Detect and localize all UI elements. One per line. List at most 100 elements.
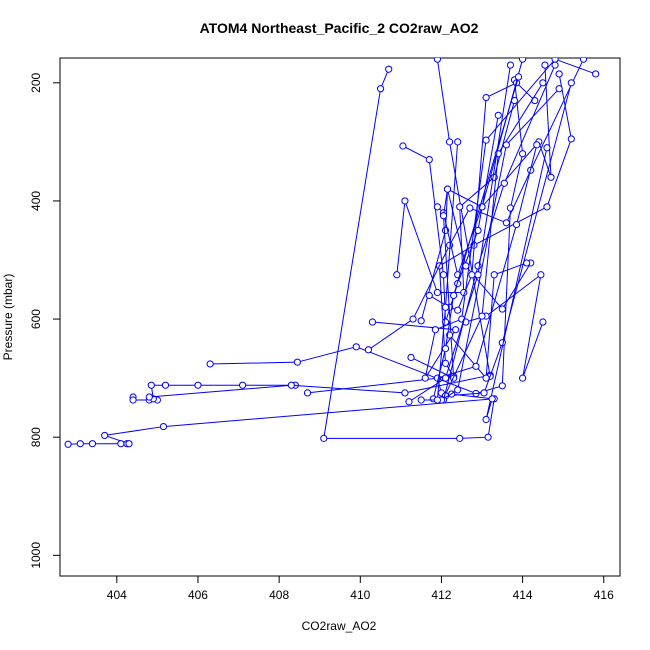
data-point: [441, 374, 450, 382]
data-point: [421, 374, 429, 382]
x-tick-label: 410: [350, 588, 370, 602]
series-line: [68, 69, 495, 445]
data-point: [433, 58, 441, 63]
series-line: [451, 147, 548, 420]
data-point: [478, 312, 486, 320]
data-point: [543, 144, 551, 152]
data-point: [579, 58, 588, 63]
series-line: [442, 64, 556, 401]
data-point: [145, 393, 153, 401]
data-point: [474, 271, 482, 279]
data-point: [125, 440, 133, 448]
data-point: [433, 396, 441, 404]
data-point: [101, 431, 109, 440]
data-point: [468, 271, 476, 279]
data-point: [376, 85, 385, 93]
x-axis-label: CO2raw_AO2: [302, 619, 377, 633]
data-point: [385, 65, 393, 73]
series-line: [443, 82, 544, 400]
data-point: [76, 440, 84, 448]
x-tick-label: 412: [431, 588, 451, 602]
data-point: [368, 318, 377, 326]
chart-title: ATOM4 Northeast_Pacific_2 CO2raw_AO2: [200, 20, 479, 36]
data-point: [320, 434, 328, 442]
series-line: [445, 82, 572, 397]
data-point: [466, 204, 474, 212]
series-line: [441, 88, 560, 401]
data-point: [482, 136, 490, 144]
data-point: [454, 138, 462, 146]
data-point: [425, 291, 433, 300]
data-point: [443, 185, 452, 193]
series-line: [449, 262, 527, 380]
data-point: [539, 318, 547, 326]
data-point: [490, 271, 498, 279]
data-point: [498, 305, 506, 313]
data-point: [519, 58, 527, 63]
plot-area-frame: [59, 57, 621, 577]
data-point: [206, 360, 214, 368]
data-point: [425, 155, 433, 164]
x-axis: 404 406 408 410 412 414 416: [107, 576, 614, 602]
data-point: [117, 440, 125, 448]
data-point: [159, 422, 168, 431]
data-point: [303, 389, 312, 397]
series-line: [368, 58, 584, 351]
data-point: [547, 173, 555, 181]
data-point: [352, 343, 360, 351]
data-point: [506, 61, 515, 69]
data-point: [519, 374, 527, 382]
data-point: [454, 386, 462, 394]
data-point: [551, 61, 559, 69]
data-point: [543, 203, 551, 211]
series-layer: [64, 58, 600, 448]
data-point: [417, 396, 425, 404]
data-point: [555, 70, 563, 78]
data-point: [293, 358, 301, 366]
y-tick-label: 1000: [29, 542, 43, 569]
y-tick-label: 400: [29, 191, 43, 211]
y-tick-label: 200: [29, 72, 43, 92]
data-point: [445, 138, 454, 146]
data-point: [433, 203, 441, 211]
series-line: [420, 189, 532, 321]
data-point: [462, 262, 470, 270]
data-point: [401, 389, 409, 397]
data-point: [488, 395, 496, 403]
data-point: [480, 389, 488, 397]
data-point: [567, 135, 575, 143]
data-point: [194, 381, 202, 389]
x-tick-label: 408: [269, 588, 289, 602]
data-point: [502, 219, 510, 227]
data-point: [439, 212, 448, 220]
data-point: [88, 440, 97, 448]
data-point: [401, 197, 409, 205]
data-point: [500, 179, 508, 187]
data-point: [441, 318, 450, 326]
x-tick-label: 404: [107, 588, 127, 602]
data-point: [539, 79, 547, 87]
data-point: [537, 271, 545, 279]
series-group: [64, 58, 600, 448]
data-point: [454, 306, 462, 314]
data-point: [484, 433, 492, 441]
series-line: [372, 58, 596, 379]
data-point: [450, 291, 458, 300]
data-point: [567, 79, 575, 87]
data-point: [498, 382, 506, 390]
data-point: [364, 346, 373, 354]
data-point: [407, 353, 415, 362]
x-tick-label: 406: [188, 588, 208, 602]
data-point: [409, 315, 417, 323]
y-axis: 200 400 600 800 1000: [29, 72, 60, 569]
data-point: [161, 381, 170, 389]
data-point: [452, 326, 460, 334]
series-line: [132, 384, 296, 401]
data-point: [519, 150, 527, 158]
data-point: [441, 359, 450, 367]
data-point: [456, 203, 464, 211]
data-point: [551, 58, 559, 63]
data-point: [441, 303, 450, 311]
data-point: [482, 415, 490, 424]
